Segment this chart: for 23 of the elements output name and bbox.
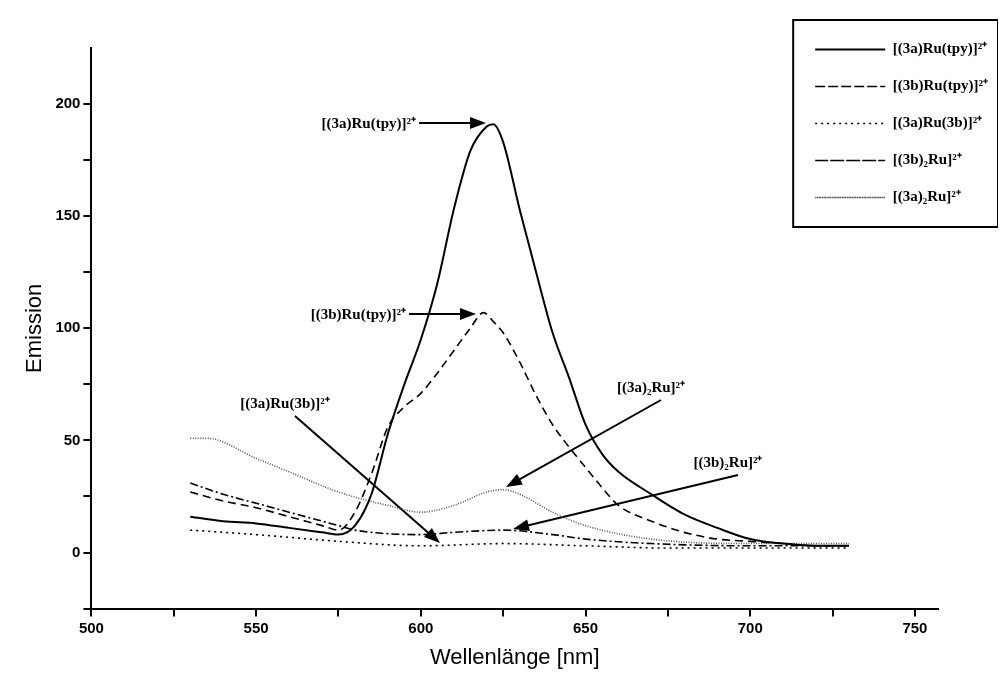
legend-label: [(3b)₂Ru]²⁺ [892,151,962,169]
annotation: [(3a)Ru(tpy)]²⁺ [321,115,416,132]
x-tick-label: 750 [902,618,928,636]
y-tick-label: 50 [63,430,81,448]
x-tick-label: 550 [243,618,269,636]
y-tick-label: 200 [55,94,81,112]
annotation: [(3a)₂Ru]²⁺ [616,379,686,396]
legend-label: [(3a)Ru(3b)]²⁺ [892,114,983,132]
legend-label: [(3b)Ru(tpy)]²⁺ [892,77,989,95]
annotation: [(3b)Ru(tpy)]²⁺ [310,306,406,323]
annotation: [(3b)₂Ru]²⁺ [693,454,763,471]
annotation: [(3a)Ru(3b)]²⁺ [240,395,330,412]
y-axis-title: Emission [21,283,47,373]
x-axis-title: Wellenlänge [nm] [429,643,600,669]
legend-label: [(3a)₂Ru]²⁺ [892,188,961,206]
y-tick-label: 100 [55,318,81,336]
y-tick-label: 150 [55,206,81,224]
x-tick-label: 600 [408,618,434,636]
x-tick-label: 500 [78,618,104,636]
legend-label: [(3a)Ru(tpy)]²⁺ [892,40,988,58]
y-tick-label: 0 [72,542,81,560]
x-tick-label: 650 [573,618,599,636]
x-tick-label: 700 [737,618,763,636]
